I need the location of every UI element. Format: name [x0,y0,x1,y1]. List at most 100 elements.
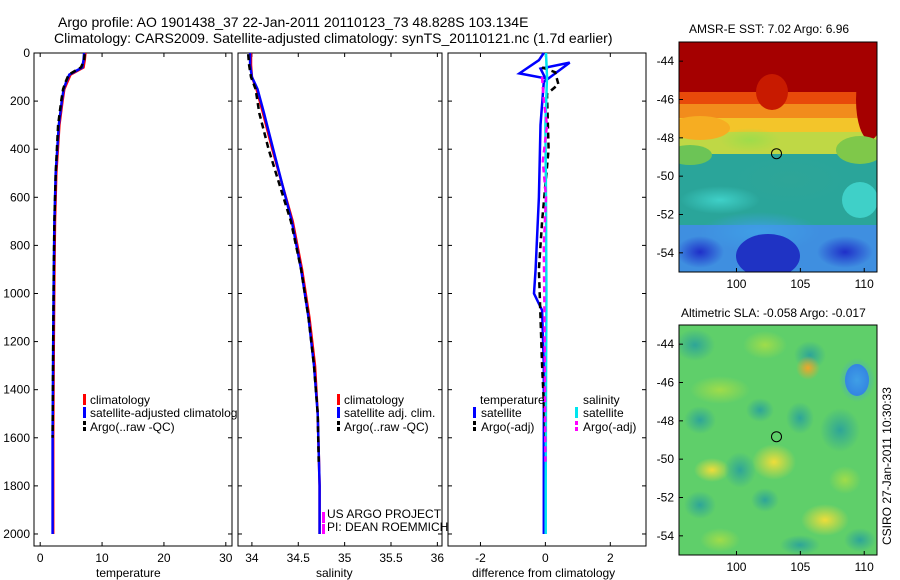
salinity-legend: climatology satellite adj. clim. Argo(..… [337,393,435,434]
salinity-xlabel: salinity [316,566,353,580]
sla-map-panel: Altimetric SLA: -0.058 Argo: -0.017 [657,306,878,574]
legend-swatch-argo-b [83,427,86,431]
series-line-salinity-argo-adj- [540,76,549,462]
sst-map-panel: AMSR-E SST: 7.02 Argo: 6.96 100 105 110 -44… [657,22,878,291]
legend-swatch-temp-argo-b [473,427,476,431]
temperature-panel: 0 10 20 30 0 200 400 600 800 1000 1200 1400 1600 1800… [3,46,237,580]
sst-argo-location-marker [771,148,782,160]
map-y-tick-label: -54 [657,529,675,543]
map-x-tick-label: 110 [855,560,874,574]
sla-argo-location-marker [771,431,782,443]
legend-label-argo: Argo(..raw -QC) [344,420,429,434]
y-tick-label: 1400 [3,383,30,397]
legend-swatch-climatology [83,394,86,405]
x-tick-label: 0 [542,551,549,565]
salinity-axes-box [237,52,443,547]
salinity-panel: 34 34.5 35 35.5 36 salinity climatology sate… [237,52,448,580]
x-tick-label: 35.5 [379,551,403,565]
legend-label-sal-satellite: satellite [583,406,624,420]
legend-swatch-temp-argo [473,421,476,425]
legend-swatch-argo-b [337,427,340,431]
figure-title-line2: Climatology: CARS2009. Satellite-adjuste… [54,30,612,46]
annotation-project: US ARGO PROJECT [327,507,442,521]
x-tick-label: 0 [37,551,44,565]
legend-swatch-sal-argo [575,421,578,425]
sst-map-title: AMSR-E SST: 7.02 Argo: 6.96 [689,22,849,36]
difference-panel: -2 0 2 difference from climatology tempera… [447,52,647,580]
legend-label-temp-argo: Argo(-adj) [481,420,534,434]
map-x-tick-label: 110 [855,277,874,291]
legend-label-temp-satellite: satellite [481,406,522,420]
sla-map-ticks: 100 105 110 -44 -46 -48 -50 -52 -54 [657,337,874,574]
legend-label-climatology: climatology [90,393,150,407]
map-x-tick-label: 105 [790,277,810,291]
difference-legend: temperature satellite Argo(-adj) salinit… [473,393,636,434]
map-y-tick-label: -46 [657,93,675,107]
map-x-tick-label: 100 [726,277,746,291]
legend-label-climatology: climatology [344,393,404,407]
figure-title-line1: Argo profile: AO 1901438_37 22-Jan-2011 … [58,14,528,30]
legend-swatch-satellite [83,407,86,418]
sla-map-frame [678,324,878,556]
y-tick-label: 1000 [3,286,30,300]
annotation-pi: PI: DEAN ROEMMICH [327,520,448,534]
y-tick-label: 200 [10,94,30,108]
map-y-tick-label: -50 [657,169,675,183]
map-y-tick-label: -54 [657,246,675,260]
legend-swatch-sal-satellite [575,407,578,418]
series-line-salinity-satellite [544,52,549,534]
annotation-swatch-a [322,512,325,523]
side-timestamp: CSIRO 27-Jan-2011 10:30:33 [880,387,894,545]
sst-map-field [679,42,877,272]
temperature-xlabel: temperature [96,566,161,580]
y-tick-label: 1200 [3,335,30,349]
legend-swatch-satellite [337,407,340,418]
legend-group-salinity: salinity [583,393,620,407]
y-tick-label: 800 [10,238,30,252]
legend-swatch-argo [337,421,340,425]
difference-lines [516,52,571,534]
map-y-tick-label: -46 [657,376,675,390]
sst-map-frame [678,41,878,273]
map-y-tick-label: -48 [657,414,675,428]
y-tick-label: 400 [10,142,30,156]
x-tick-label: 10 [95,551,109,565]
x-tick-label: 34.5 [287,551,311,565]
legend-label-sal-argo: Argo(-adj) [583,420,636,434]
x-tick-label: 34 [245,551,259,565]
legend-swatch-sal-argo-b [575,427,578,431]
series-line-temperature-satellite [516,52,571,534]
y-tick-label: 2000 [3,527,30,541]
legend-swatch-temp-satellite [473,407,476,418]
sla-map-field [679,325,877,555]
difference-xlabel: difference from climatology [472,566,615,580]
sst-map-ticks: 100 105 110 -44 -46 -48 -50 -52 -54 [657,54,874,291]
map-y-tick-label: -50 [657,452,675,466]
legend-label-satellite: satellite adj. clim. [344,406,435,420]
y-tick-label: 600 [10,190,30,204]
salinity-ticks: 34 34.5 35 35.5 36 [238,52,444,565]
map-x-tick-label: 105 [790,560,810,574]
temperature-legend: climatology satellite-adjusted climatolo… [83,393,237,434]
map-y-tick-label: -48 [657,131,675,145]
map-y-tick-label: -52 [657,208,675,222]
series-line-argo-raw-qc- [51,54,86,438]
temperature-ticks: 0 10 20 30 0 200 400 600 800 1000 1200 1400 1600 1800… [3,46,233,565]
x-tick-label: 35 [338,551,352,565]
temperature-lines [51,52,87,534]
x-tick-label: 30 [219,551,233,565]
salinity-lines [246,53,321,534]
x-tick-label: 20 [157,551,171,565]
legend-group-temperature: temperature [480,393,545,407]
y-tick-label: 1800 [3,479,30,493]
legend-swatch-argo [83,421,86,425]
annotation-swatch-b [322,524,325,534]
map-y-tick-label: -52 [657,491,675,505]
y-tick-label: 1600 [3,431,30,445]
legend-label-argo: Argo(..raw -QC) [90,420,175,434]
legend-swatch-climatology [337,394,340,405]
legend-label-satellite: satellite-adjusted climatolog [90,406,237,420]
sla-map-title: Altimetric SLA: -0.058 Argo: -0.017 [681,306,866,320]
temperature-axes-box [33,52,233,547]
